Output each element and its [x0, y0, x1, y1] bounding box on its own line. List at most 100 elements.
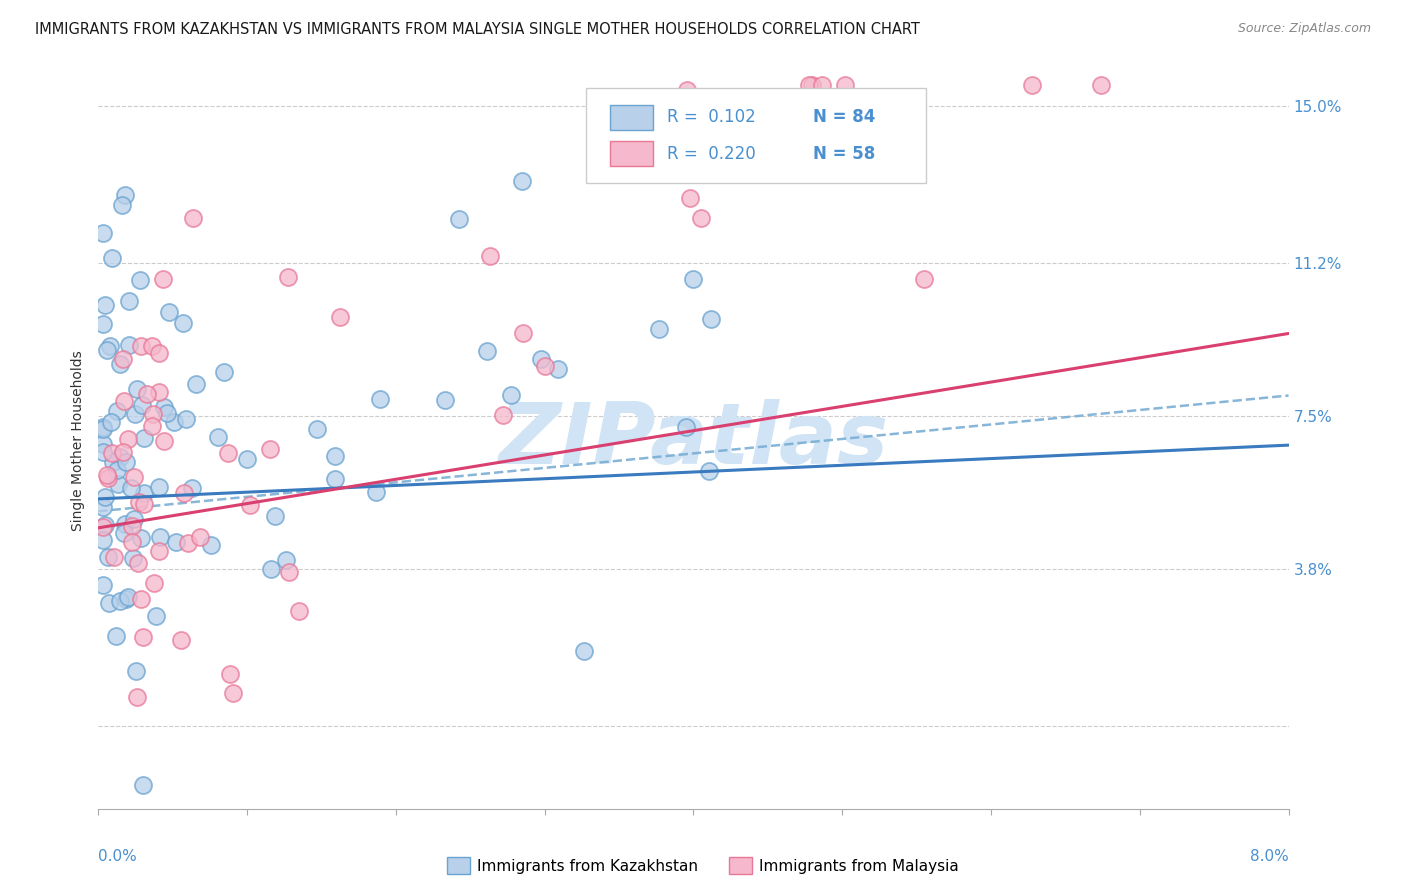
- Text: 0.0%: 0.0%: [98, 849, 138, 864]
- Point: [122, 512, 145, 526]
- Point: [91, 520, 114, 534]
- Point: [91, 445, 114, 459]
- Point: [305, 422, 328, 436]
- Point: [512, 326, 534, 340]
- Point: [173, 316, 195, 330]
- Point: [128, 495, 150, 509]
- Point: [173, 485, 195, 500]
- Point: [114, 517, 136, 532]
- Point: [762, 101, 785, 115]
- Point: [129, 592, 152, 607]
- Point: [188, 531, 211, 545]
- Point: [434, 392, 457, 407]
- Point: [174, 412, 197, 426]
- Point: [118, 294, 141, 309]
- Point: [91, 226, 114, 240]
- Point: [1090, 78, 1112, 93]
- Point: [675, 420, 697, 434]
- Point: [91, 419, 114, 434]
- Point: [132, 779, 155, 793]
- Point: [177, 535, 200, 549]
- Point: [136, 387, 159, 401]
- Point: [117, 432, 139, 446]
- Point: [91, 437, 114, 451]
- Point: [679, 191, 702, 205]
- Point: [288, 604, 311, 618]
- Point: [118, 338, 141, 352]
- Text: 8.0%: 8.0%: [1250, 849, 1288, 864]
- FancyBboxPatch shape: [586, 87, 925, 184]
- Point: [181, 211, 204, 225]
- Point: [98, 596, 121, 610]
- Point: [131, 398, 153, 412]
- Point: [100, 446, 122, 460]
- Point: [323, 472, 346, 486]
- Point: [530, 352, 553, 367]
- Point: [200, 538, 222, 552]
- Point: [100, 251, 122, 265]
- Point: [217, 446, 239, 460]
- Point: [329, 310, 352, 324]
- Point: [91, 422, 114, 436]
- Point: [108, 593, 131, 607]
- Point: [259, 442, 281, 457]
- Point: [107, 477, 129, 491]
- Point: [186, 376, 208, 391]
- Point: [120, 481, 142, 495]
- Point: [134, 431, 156, 445]
- Point: [152, 271, 174, 285]
- Point: [222, 686, 245, 700]
- Point: [547, 362, 569, 376]
- Point: [834, 78, 856, 93]
- Point: [218, 667, 240, 681]
- Point: [112, 444, 135, 458]
- Point: [129, 531, 152, 545]
- Point: [274, 553, 297, 567]
- Point: [801, 78, 824, 93]
- Point: [239, 498, 262, 512]
- Point: [111, 351, 134, 366]
- Text: N = 58: N = 58: [813, 145, 875, 163]
- Point: [91, 317, 114, 331]
- Point: [492, 408, 515, 422]
- FancyBboxPatch shape: [610, 104, 652, 129]
- Point: [325, 449, 347, 463]
- Point: [170, 633, 193, 648]
- Point: [153, 434, 176, 448]
- Point: [121, 519, 143, 533]
- Point: [534, 359, 557, 374]
- Point: [647, 322, 669, 336]
- Point: [127, 556, 149, 570]
- Point: [145, 608, 167, 623]
- Point: [180, 481, 202, 495]
- Text: R =  0.102: R = 0.102: [668, 108, 756, 126]
- Point: [125, 382, 148, 396]
- Point: [93, 490, 115, 504]
- Point: [263, 509, 285, 524]
- Point: [697, 464, 720, 478]
- Point: [108, 450, 131, 464]
- Point: [124, 664, 146, 678]
- Point: [122, 551, 145, 566]
- Point: [131, 630, 153, 644]
- Point: [157, 305, 180, 319]
- Point: [478, 249, 501, 263]
- Point: [101, 455, 124, 469]
- Point: [121, 534, 143, 549]
- Point: [91, 533, 114, 547]
- Point: [260, 562, 283, 576]
- Point: [682, 272, 704, 286]
- Point: [475, 344, 498, 359]
- Point: [148, 543, 170, 558]
- Point: [96, 468, 118, 483]
- Point: [699, 312, 721, 326]
- Point: [128, 272, 150, 286]
- Point: [91, 500, 114, 514]
- Point: [111, 198, 134, 212]
- Y-axis label: Single Mother Households: Single Mother Households: [72, 351, 86, 532]
- Point: [1021, 78, 1043, 93]
- Point: [124, 408, 146, 422]
- Point: [115, 592, 138, 607]
- Point: [368, 392, 391, 406]
- Text: Source: ZipAtlas.com: Source: ZipAtlas.com: [1237, 22, 1371, 36]
